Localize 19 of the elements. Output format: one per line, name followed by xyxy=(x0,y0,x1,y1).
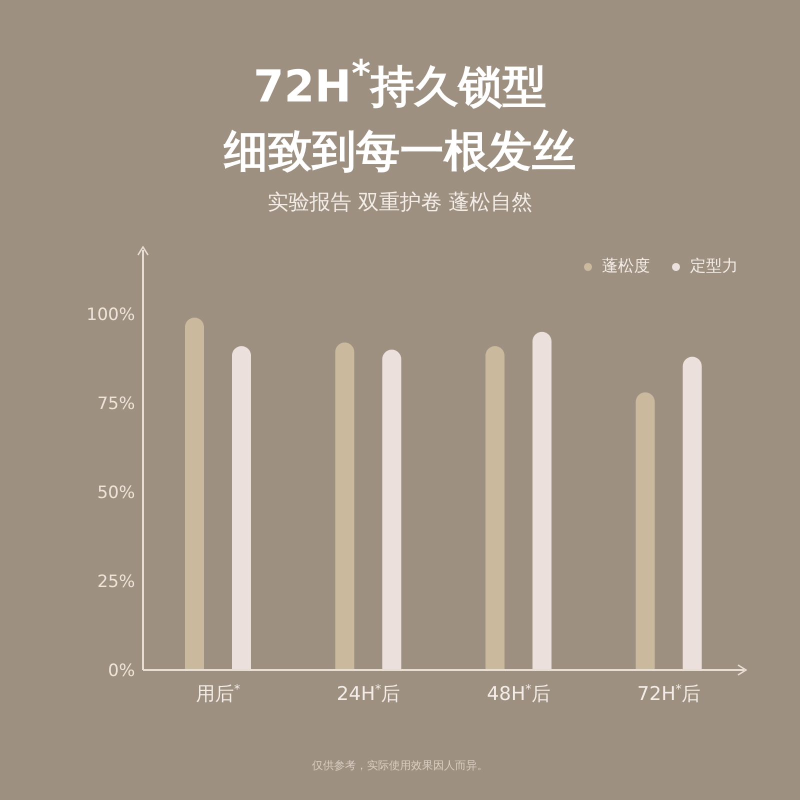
text: 实验报告 双重护卷 蓬松自然 xyxy=(266,189,534,216)
x-tick-label: 72H$^{*}$后 xyxy=(637,682,701,705)
x-tick-label: 48H$^{*}$后 xyxy=(486,682,550,705)
y-tick-label: 50% xyxy=(97,483,135,504)
bar xyxy=(636,392,655,670)
x-tick-label: 用后$^{*}$ xyxy=(196,682,240,705)
legend-label: 蓬松度 xyxy=(602,256,650,277)
x-tick-label: 24H$^{*}$后 xyxy=(336,682,400,705)
bar xyxy=(486,346,504,670)
bar xyxy=(335,342,354,670)
y-tick-label: 100% xyxy=(86,305,135,326)
y-tick-label: 25% xyxy=(97,572,135,592)
text: 仅供参考，实际使用效果因人而异。 xyxy=(311,758,489,773)
chart-subtitle: 细致到每一根发丝 xyxy=(222,124,577,179)
y-tick-label: 0% xyxy=(108,661,135,682)
y-tick-label: 75% xyxy=(97,394,135,414)
chart-title: 72H$^{*}$持久锁型 xyxy=(252,51,548,115)
legend-label: 定型力 xyxy=(690,256,738,277)
bar xyxy=(185,318,204,670)
